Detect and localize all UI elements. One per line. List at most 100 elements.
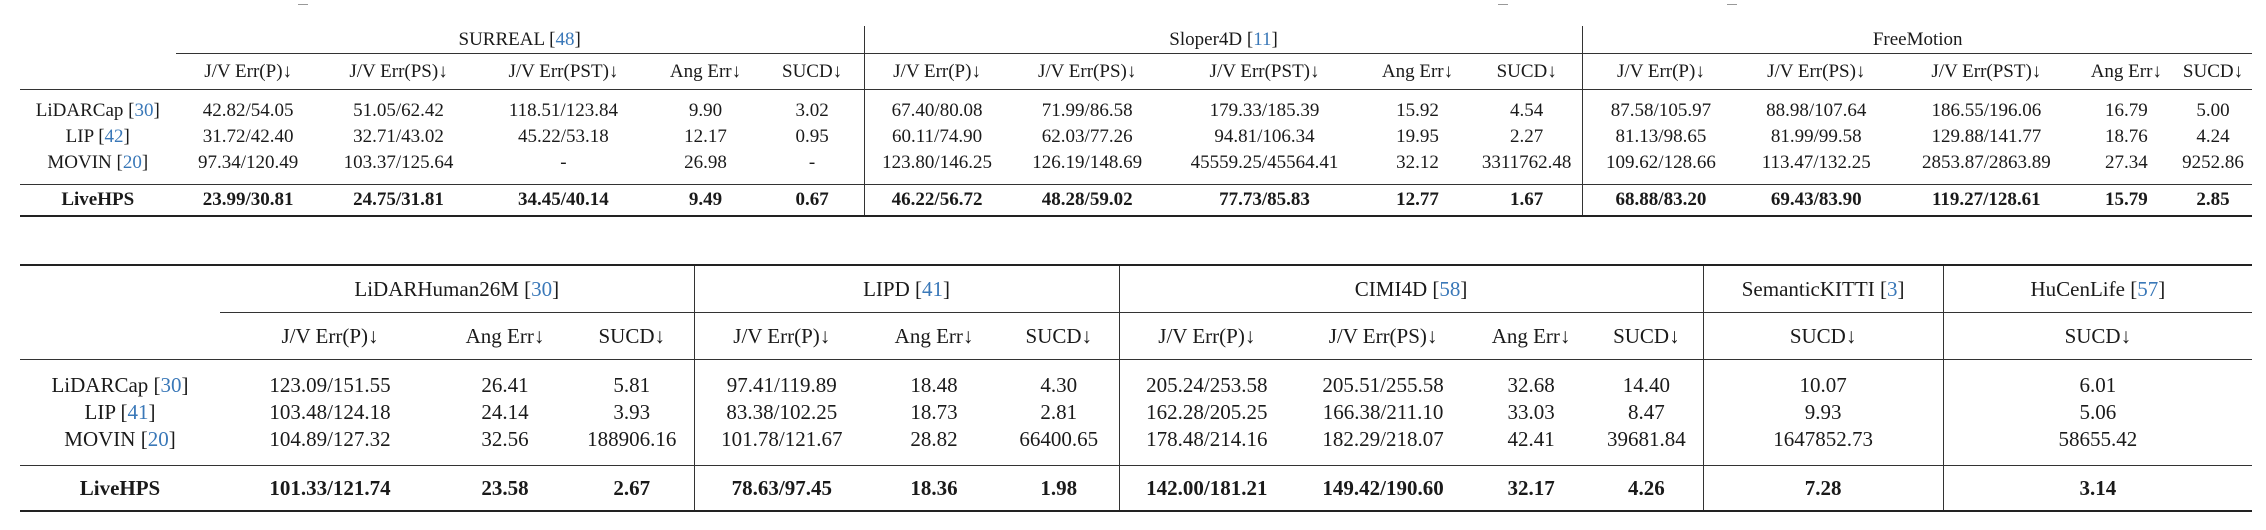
table-row: MOVIN [20] 97.34/120.49 103.37/125.64 - 26.9… xyxy=(20,150,2252,176)
column-header: J/V Err(P)↓ xyxy=(693,312,870,360)
column-header: J/V Err(PST)↓ xyxy=(476,53,651,90)
table-cell: 3.93 xyxy=(613,400,651,424)
column-header: SUCD↓ xyxy=(1702,312,1944,360)
table-cell: 32.12 xyxy=(1396,152,1439,173)
column-header: Ang Err↓ xyxy=(2078,53,2175,90)
table-cell: 9.93 xyxy=(1702,399,1944,426)
column-header: J/V Err(P)↓ xyxy=(1582,53,1739,90)
citation-link[interactable]: 20 xyxy=(122,152,142,173)
citation-link[interactable]: 20 xyxy=(147,427,169,451)
table-cell: 2.85 xyxy=(2174,184,2252,217)
table-cell: 109.62/128.66 xyxy=(1582,150,1739,176)
column-header: J/V Err(PS)↓ xyxy=(1738,53,1895,90)
column-header: J/V Err(P)↓ xyxy=(175,53,321,90)
table-cell: 123.09/151.55 xyxy=(269,373,391,397)
table-cell: 97.34/120.49 xyxy=(198,152,299,173)
table-cell: 18.73 xyxy=(910,400,958,424)
citation-link[interactable]: 30 xyxy=(160,373,182,397)
table-cell: 33.03 xyxy=(1507,400,1555,424)
table-cell: 5.06 xyxy=(1942,399,2253,426)
group-header-surreal: SURREAL [48] xyxy=(175,26,865,54)
table-cell: 4.30 xyxy=(1040,373,1078,397)
table-cell: 45.22/53.18 xyxy=(518,126,609,147)
table-row-best: LiveHPS 101.33/121.74 23.58 2.67 78.63/97.45… xyxy=(20,465,2253,512)
results-table-1: SURREAL [48] Sloper4D [11] FreeMotion J/… xyxy=(20,26,2252,217)
table-cell: 3.14 xyxy=(1942,465,2253,512)
column-header: J/V Err(PS)↓ xyxy=(1294,312,1473,360)
table-cell: 126.19/148.69 xyxy=(1032,152,1143,173)
column-header-row: J/V Err(P)↓ J/V Err(PS)↓ J/V Err(PST)↓ A… xyxy=(20,53,2252,90)
table-cell: 14.40 xyxy=(1622,373,1670,397)
table-cell: 186.55/196.06 xyxy=(1931,100,2042,121)
table-cell: 23.99/30.81 xyxy=(175,184,321,217)
table-cell: 71.99/86.58 xyxy=(1041,100,1133,121)
table-cell: 32.68 xyxy=(1507,373,1555,397)
table-cell: 0.95 xyxy=(795,126,829,147)
table-cell: 24.75/31.81 xyxy=(320,184,477,217)
table-cell: 103.48/124.18 xyxy=(269,400,391,424)
table-cell: 62.03/77.26 xyxy=(1041,126,1133,147)
table-row: LIP [42] 31.72/42.40 32.71/43.02 45.22/53.1… xyxy=(20,124,2252,150)
citation-link[interactable]: 42 xyxy=(104,126,124,147)
table-cell: 15.92 xyxy=(1396,100,1439,121)
citation-link[interactable]: 48 xyxy=(555,28,575,50)
table-cell: 2.27 xyxy=(1510,126,1544,147)
top-artifact-mark xyxy=(298,4,308,5)
table-cell: 46.22/56.72 xyxy=(863,184,1010,217)
table-cell: 166.38/211.10 xyxy=(1322,400,1444,424)
table-cell: 12.17 xyxy=(684,126,727,147)
citation-link[interactable]: 41 xyxy=(127,400,149,424)
table-cell: 149.42/190.60 xyxy=(1294,465,1473,512)
citation-link[interactable]: 58 xyxy=(1439,276,1461,301)
table2-data-rows: LiDARCap [30] 123.09/151.55 26.41 5.81 97.41… xyxy=(20,372,2253,512)
table-cell: 83.38/102.25 xyxy=(693,399,870,426)
table-cell: 0.67 xyxy=(760,184,865,217)
table-cell: 81.99/99.58 xyxy=(1770,126,1862,147)
table-cell: 4.54 xyxy=(1510,100,1544,121)
column-header: Ang Err↓ xyxy=(440,312,570,360)
table-cell: 81.13/98.65 xyxy=(1582,124,1739,150)
citation-link[interactable]: 30 xyxy=(134,100,154,121)
table-cell: 67.40/80.08 xyxy=(863,98,1010,124)
column-header: SUCD↓ xyxy=(1470,53,1583,90)
citation-link[interactable]: 41 xyxy=(922,276,943,301)
table-cell: 5.00 xyxy=(2196,100,2230,121)
column-header: Ang Err↓ xyxy=(650,53,761,90)
table-cell: 18.48 xyxy=(910,373,958,397)
table-cell: 32.17 xyxy=(1472,465,1591,512)
table-cell: 34.45/40.14 xyxy=(476,184,651,217)
table-cell: 4.26 xyxy=(1590,465,1704,512)
table-row: MOVIN [20] 104.89/127.32 32.56 188906.16 101… xyxy=(20,426,2253,453)
table-cell: 5.81 xyxy=(613,373,651,397)
table-cell: 23.58 xyxy=(440,465,570,512)
citation-link[interactable]: 30 xyxy=(531,276,553,301)
column-header: Ang Err↓ xyxy=(1472,312,1591,360)
table-row: LiDARCap [30] 123.09/151.55 26.41 5.81 97.41… xyxy=(20,372,2253,399)
citation-link[interactable]: 11 xyxy=(1253,28,1272,50)
table-cell: 26.98 xyxy=(684,152,727,173)
group-header-lidarhuman26m: LiDARHuman26M [30] xyxy=(220,265,695,313)
table-cell: 182.29/218.07 xyxy=(1322,427,1444,451)
table-cell: 8.47 xyxy=(1627,400,1665,424)
table-cell: 94.81/106.34 xyxy=(1214,126,1315,147)
table-cell: 129.88/141.77 xyxy=(1931,126,2042,147)
column-header: J/V Err(P)↓ xyxy=(1118,312,1295,360)
citation-link[interactable]: 3 xyxy=(1886,276,1898,301)
table-cell: 78.63/97.45 xyxy=(693,465,870,512)
method-name: LiveHPS xyxy=(20,184,176,217)
table-cell: 18.76 xyxy=(2104,126,2148,147)
method-name: LiveHPS xyxy=(20,465,220,512)
column-header: J/V Err(P)↓ xyxy=(220,312,440,360)
table-cell: 39681.84 xyxy=(1606,427,1686,451)
method-name: MOVIN [20] xyxy=(47,152,149,173)
table-cell: 15.79 xyxy=(2078,184,2175,217)
citation-link[interactable]: 57 xyxy=(2137,276,2159,301)
table-cell: 2.81 xyxy=(1040,400,1078,424)
table-cell: 1647852.73 xyxy=(1702,426,1944,453)
column-header: SUCD↓ xyxy=(2174,53,2252,90)
method-name: MOVIN [20] xyxy=(64,427,176,451)
table-cell: 205.24/253.58 xyxy=(1118,372,1295,399)
column-header: J/V Err(P)↓ xyxy=(863,53,1010,90)
table-cell: 42.82/54.05 xyxy=(202,100,294,121)
column-header: J/V Err(PS)↓ xyxy=(320,53,477,90)
